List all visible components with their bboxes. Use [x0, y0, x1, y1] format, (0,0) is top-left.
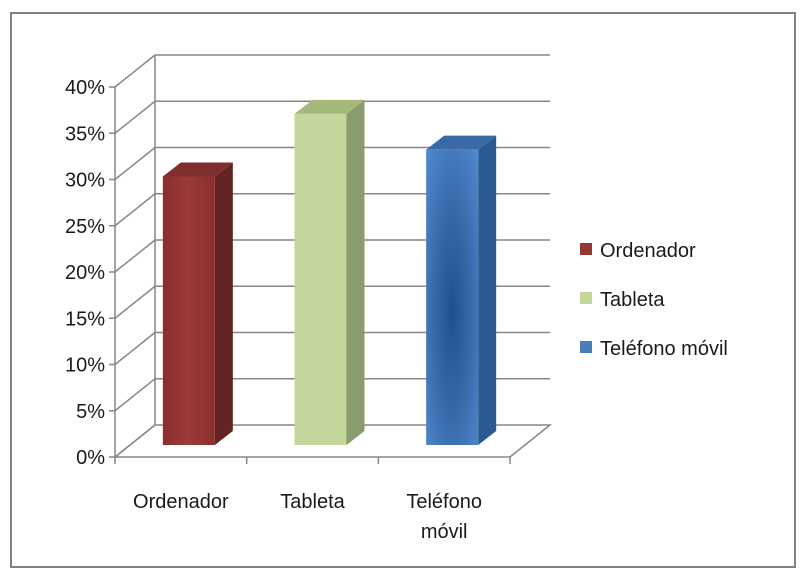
side-gridline — [114, 100, 156, 134]
bar-side — [346, 99, 365, 445]
axis-labels: 0% 5% 10% 15% 20% 25% 30% 35% 40% Ordenador Tablet… — [65, 77, 482, 543]
bar-tel-fono-m-vil — [426, 149, 479, 445]
bar-side — [214, 162, 233, 445]
bar-ordenador — [162, 176, 215, 445]
bar-side — [478, 135, 497, 445]
legend-swatch — [580, 341, 592, 353]
bar-top — [294, 99, 365, 114]
x-tick-label: Ordenador — [133, 491, 229, 513]
y-tick-label: 15% — [65, 308, 105, 330]
side-gridline — [114, 331, 156, 366]
y-tick-label: 40% — [65, 77, 105, 99]
side-gridline — [114, 193, 156, 227]
bar-top — [426, 135, 497, 150]
x-tick-label: Tableta — [280, 491, 345, 513]
legend-swatch — [580, 292, 592, 304]
side-gridline — [114, 54, 156, 88]
bar-top — [162, 162, 233, 177]
bar-tableta — [294, 113, 347, 445]
side-gridline — [114, 146, 156, 181]
legend-label: Ordenador — [600, 240, 696, 262]
y-tick-label: 5% — [76, 401, 105, 423]
legend: Ordenador Tableta Teléfono móvil — [580, 240, 728, 360]
y-tick-label: 10% — [65, 355, 105, 377]
y-tick-label: 30% — [65, 170, 105, 192]
bars — [162, 99, 497, 445]
y-tick-label: 35% — [65, 123, 105, 145]
y-tick-label: 0% — [76, 447, 105, 469]
axes — [109, 55, 553, 464]
side-gridline — [114, 239, 156, 273]
y-tick-label: 25% — [65, 216, 105, 238]
chart-frame — [10, 12, 796, 568]
y-tick-label: 20% — [65, 262, 105, 284]
side-gridline — [114, 285, 156, 319]
legend-label: Tableta — [600, 289, 665, 311]
x-tick-label: Teléfono móvil — [406, 491, 482, 543]
legend-label: Teléfono móvil — [600, 338, 728, 360]
legend-swatch — [580, 243, 592, 255]
side-gridline — [114, 378, 156, 412]
